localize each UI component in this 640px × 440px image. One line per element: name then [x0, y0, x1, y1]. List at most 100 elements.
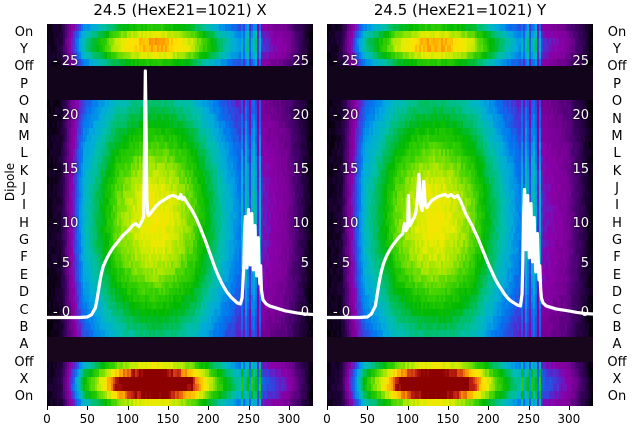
heatmap-cell — [151, 59, 154, 67]
heatmap-cell — [149, 24, 152, 32]
heatmap-cell — [123, 24, 126, 32]
heatmap-cell — [117, 24, 120, 32]
heatmap-cell — [239, 45, 242, 53]
heatmap-cell — [169, 24, 172, 32]
heatmap-cell — [269, 52, 272, 60]
heatmap-cell — [143, 52, 146, 60]
heatmap-cell — [205, 31, 208, 39]
heatmap-cell — [221, 52, 224, 60]
heatmap-cell — [161, 31, 164, 39]
heatmap-cell — [209, 52, 212, 60]
heatmap-cell — [75, 38, 78, 46]
heatmap-cell — [195, 45, 198, 53]
heatmap-cell — [261, 31, 264, 39]
heatmap-cell — [57, 52, 60, 60]
heatmap-cell — [105, 59, 108, 67]
heatmap-cell — [95, 52, 98, 60]
heatmap-cell — [99, 31, 102, 39]
heatmap-cell — [177, 52, 180, 60]
heatmap-cell — [291, 45, 294, 53]
heatmap-cell — [271, 31, 274, 39]
heatmap-cell — [227, 24, 230, 32]
heatmap-cell — [259, 38, 262, 46]
heatmap-cell — [63, 52, 66, 60]
heatmap-cell — [181, 31, 184, 39]
heatmap-cell — [205, 59, 208, 67]
heatmap-cell — [275, 31, 278, 39]
heatmap-cell — [115, 59, 118, 67]
heatmap-cell — [165, 59, 168, 67]
heatmap-cell — [185, 59, 188, 67]
heatmap-cell — [75, 31, 78, 39]
heatmap-cell — [183, 45, 186, 53]
heatmap-cell — [271, 52, 274, 60]
heatmap-cell — [281, 59, 284, 67]
heatmap-cell — [233, 59, 236, 67]
heatmap-cell — [237, 31, 240, 39]
heatmap-cell — [91, 45, 94, 53]
heatmap-cell — [125, 31, 128, 39]
heatmap-cell — [297, 45, 300, 53]
heatmap-cell — [187, 45, 190, 53]
heatmap-cell — [281, 38, 284, 46]
heatmap-cell — [243, 59, 246, 67]
heatmap-cell — [71, 52, 74, 60]
heatmap-cell — [199, 45, 202, 53]
heatmap-cell — [155, 45, 158, 53]
heatmap-cell — [225, 24, 228, 32]
heatmap-cell — [53, 24, 56, 32]
heatmap-cell — [303, 24, 306, 32]
heatmap-cell — [225, 31, 228, 39]
heatmap-cell — [59, 52, 62, 60]
heatmap-cell — [135, 31, 138, 39]
heatmap-cell — [257, 59, 260, 67]
heatmap-cell — [151, 38, 154, 46]
heatmap-cell — [163, 59, 166, 67]
heatmap-cell — [57, 24, 60, 32]
heatmap-cell — [55, 31, 58, 39]
heatmap-cell — [247, 52, 250, 60]
heatmap-cell — [81, 52, 84, 60]
heatmap-cell — [215, 24, 218, 32]
heatmap-cell — [219, 38, 222, 46]
heatmap-cell — [295, 59, 298, 67]
heatmap-cell — [273, 31, 276, 39]
heatmap-cell — [107, 38, 110, 46]
heatmap-cell — [71, 24, 74, 32]
heatmap-cell — [261, 45, 264, 53]
heatmap-cell — [289, 45, 292, 53]
heatmap-cell — [263, 38, 266, 46]
heatmap-cell — [253, 38, 256, 46]
heatmap-cell — [157, 59, 160, 67]
category-tick-left-m-6: M — [18, 128, 30, 144]
heatmap-cell — [87, 31, 90, 39]
heatmap-cell — [239, 59, 242, 67]
heatmap-cell — [237, 59, 240, 67]
heatmap-cell — [157, 24, 160, 32]
category-tick-left-y-1: Y — [20, 42, 28, 57]
heatmap-cell — [47, 45, 50, 53]
heatmap-cell — [201, 38, 204, 46]
heatmap-cell — [85, 45, 88, 53]
heatmap-cell — [147, 45, 150, 53]
heatmap-cell — [101, 52, 104, 60]
heatmap-cell — [77, 45, 80, 53]
heatmap-cell — [299, 52, 302, 60]
heatmap-cell — [71, 59, 74, 67]
heatmap-cell — [283, 24, 286, 32]
heatmap-cell — [97, 24, 100, 32]
heatmap-cell — [67, 45, 70, 53]
heatmap-cell — [97, 59, 100, 67]
heatmap-cell — [121, 59, 124, 67]
heatmap-cell — [191, 52, 194, 60]
heatmap-cell — [105, 38, 108, 46]
heatmap-cell — [229, 38, 232, 46]
heatmap-cell — [83, 59, 86, 67]
heatmap-cell — [283, 59, 286, 67]
heatmap-cell — [219, 31, 222, 39]
heatmap-cell — [197, 52, 200, 60]
heatmap-cell — [179, 52, 182, 60]
heatmap-cell — [249, 45, 252, 53]
heatmap-cell — [97, 45, 100, 53]
